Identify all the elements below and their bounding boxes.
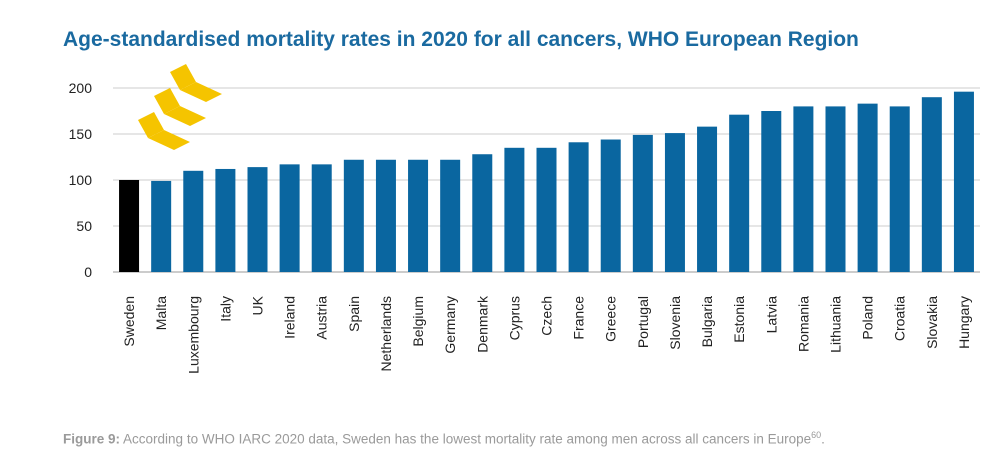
bar-belgium (408, 159, 429, 272)
y-tick-label: 100 (69, 172, 93, 188)
bar-portugal (632, 134, 653, 272)
bar-sweden (119, 180, 140, 272)
figure-caption: Figure 9: According to WHO IARC 2020 dat… (63, 430, 825, 447)
bar-ireland (279, 164, 300, 272)
bar-netherlands (375, 159, 396, 272)
y-tick-label: 150 (69, 126, 93, 142)
x-tick-label: Netherlands (378, 296, 394, 372)
bar-poland (857, 103, 878, 272)
bar-czech (536, 147, 557, 272)
bar-lithuania (825, 106, 846, 273)
x-tick-label: Germany (442, 296, 458, 354)
bar-slovenia (664, 133, 685, 272)
bar-uk (247, 167, 268, 272)
x-tick-label: France (571, 296, 587, 340)
bar-france (568, 142, 589, 272)
x-tick-label: Cyprus (506, 296, 522, 340)
x-tick-label: Latvia (763, 296, 779, 334)
y-tick-label: 200 (69, 80, 93, 96)
x-tick-label: UK (250, 295, 266, 315)
y-tick-label: 0 (84, 264, 92, 280)
x-tick-label: Denmark (474, 295, 490, 353)
bar-austria (311, 164, 332, 272)
x-axis-tick-labels: Sweden Malta Luxembourg Italy UK Ireland Austr… (121, 295, 972, 374)
bar-spain (343, 159, 364, 272)
y-tick-label: 50 (76, 218, 92, 234)
x-tick-label: Romania (795, 296, 811, 352)
x-tick-label: Sweden (121, 296, 137, 347)
x-tick-label: Slovenia (667, 296, 683, 350)
x-tick-label: Czech (539, 296, 555, 336)
yellow-chevron-logo-icon (138, 64, 222, 150)
x-tick-label: Lithuania (828, 296, 844, 353)
x-tick-label: Spain (346, 296, 362, 332)
bar-bulgaria (697, 126, 718, 272)
bar-cyprus (504, 147, 525, 272)
bar-romania (793, 106, 814, 273)
x-tick-label: Slovakia (924, 296, 940, 349)
x-tick-label: Poland (860, 296, 876, 340)
x-tick-label: Portugal (635, 296, 651, 348)
bar-estonia (729, 114, 750, 273)
x-tick-label: Belgium (410, 296, 426, 347)
bar-germany (440, 159, 461, 272)
x-tick-label: Greece (603, 296, 619, 342)
bar-latvia (761, 111, 782, 272)
bar-greece (600, 139, 621, 272)
bar-croatia (889, 106, 910, 273)
x-tick-label: Ireland (282, 296, 298, 339)
caption-reference: 60 (811, 430, 822, 440)
x-tick-label: Hungary (956, 296, 972, 349)
x-tick-label: Malta (153, 296, 169, 330)
caption-end: . (821, 431, 825, 447)
bar-slovakia (921, 97, 942, 272)
bars (119, 91, 974, 273)
chart-title: Age-standardised mortality rates in 2020… (63, 28, 859, 51)
bar-italy (215, 168, 236, 272)
x-tick-label: Estonia (731, 296, 747, 343)
x-tick-label: Bulgaria (699, 296, 715, 348)
caption-text: According to WHO IARC 2020 data, Sweden … (123, 431, 812, 447)
bar-denmark (472, 154, 493, 272)
bar-luxembourg (183, 170, 204, 272)
x-tick-label: Croatia (892, 296, 908, 341)
y-axis-tick-labels: 0 50 100 150 200 (69, 80, 93, 280)
bar-malta (151, 180, 172, 272)
x-tick-label: Austria (314, 296, 330, 340)
caption-label: Figure 9: (63, 431, 121, 447)
x-tick-label: Luxembourg (185, 296, 201, 374)
x-tick-label: Italy (217, 296, 233, 322)
bar-hungary (953, 91, 974, 273)
bar-chart: 0 50 100 150 200 Sweden Malta Luxembourg Italy U… (69, 64, 980, 374)
